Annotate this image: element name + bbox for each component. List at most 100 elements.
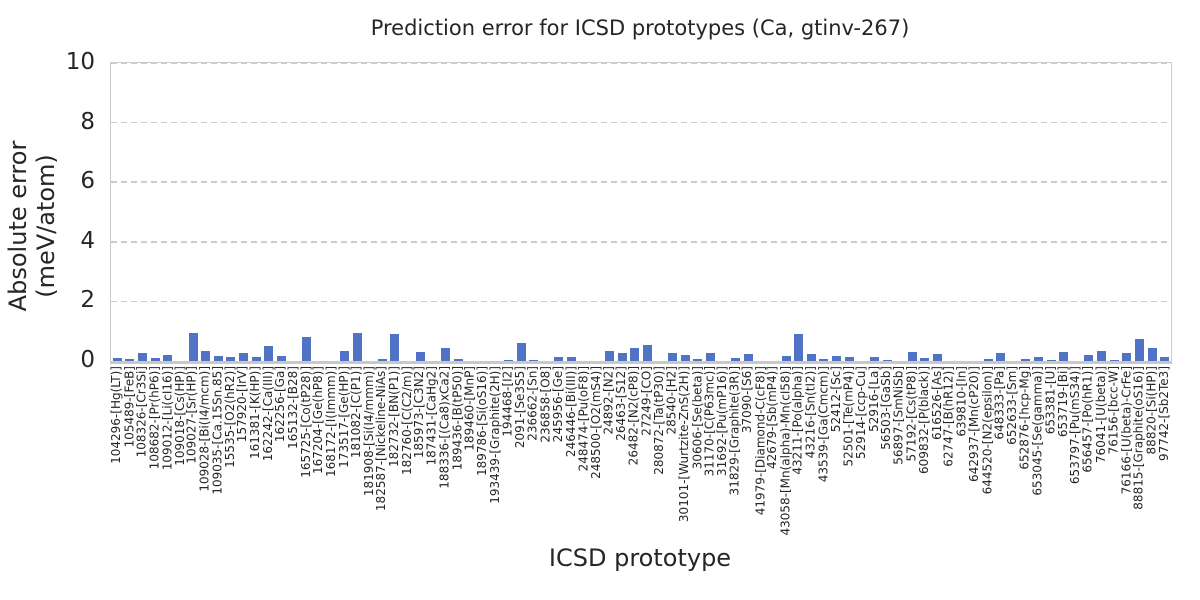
bar-246446-[Bi(III)] [567,356,577,361]
bar-616526-[As] [933,354,943,361]
x-tick-42679-[Sb(mP4)]: 42679-[Sb(mP4)] [765,366,780,470]
plot-area [110,62,1172,364]
bar-189436-[B(tP50)] [453,358,463,361]
x-tick-30101-[Wurtzite-ZnS(2H)]: 30101-[Wurtzite-ZnS(2H)] [677,366,692,523]
bar-15535-[O2(hR2)] [226,356,236,361]
x-tick-653045-[Se(gamma)]: 653045-[Se(gamma)] [1030,366,1045,496]
bar-76041-[U(beta)] [1097,350,1107,361]
y-tick-4: 4 [80,227,95,254]
bar-653045-[Se(gamma)] [1034,357,1043,361]
bar-76156-[bcc-W] [1109,360,1119,361]
bar-182732-[BN(P1)] [390,334,400,361]
x-tick-108326-[Cr3Si]: 108326-[Cr3Si] [134,366,149,458]
x-tick-246446-[Bi(III)]: 246446-[Bi(III)] [563,366,578,458]
gridline-y-10 [111,62,1171,64]
x-tick-188336-[(Ca8)xCa2]: 188336-[(Ca8)xCa2] [437,366,452,489]
x-tick-609832-[P(black)]: 609832-[P(black)] [916,366,931,474]
x-tick-653719-[Bi]: 653719-[Bi] [1055,366,1070,438]
x-tick-280872-[Ta(tP30)]: 280872-[Ta(tP30)] [651,366,666,475]
x-tick-182760-[C(C2/m)]: 182760-[C(C2/m)] [399,366,414,475]
bar-31829-[Graphite(3R)] [731,358,741,361]
x-tick-236858-[O8]: 236858-[O8] [538,366,553,443]
bar-648333-[Pa] [996,352,1006,361]
x-tick-189436-[B(tP50)]: 189436-[B(tP50)] [450,366,465,471]
bar-56503-[GaSb] [882,359,892,361]
bar-88820-[Si(HP)] [1147,347,1157,361]
x-tick-248500-[O2(mS4)]: 248500-[O2(mS4)] [588,366,603,479]
bar-31170-[C(P63mc)] [705,352,715,361]
bar-245956-[Ge] [554,357,564,361]
x-tick-24892-[N2]: 24892-[N2] [601,366,616,435]
x-tick-194468-[I2]: 194468-[I2] [500,366,515,437]
bar-161381-[K(HP)] [251,356,261,361]
chart-title: Prediction error for ICSD prototypes (Ca… [370,16,910,40]
bar-653381-[U] [1046,359,1056,361]
bar-182587-[Nickeline-NiAs] [377,358,387,361]
x-tick-52916-[La]: 52916-[La] [866,366,881,432]
bar-43216-[Sn(tI2)] [806,353,816,361]
x-tick-105489-[FeB]: 105489-[FeB] [121,366,136,448]
bar-30606-[Se(beta)] [693,358,703,361]
x-tick-165132-[B28]: 165132-[B28] [285,366,300,450]
x-tick-76166-[U(beta)-CrFe]: 76166-[U(beta)-CrFe] [1118,366,1133,495]
bar-57192-[Cs(tP8)] [907,352,917,361]
x-tick-653381-[U]: 653381-[U] [1043,366,1058,435]
bar-26463-[S12] [617,352,627,361]
bar-43539-[Ga(Cmcm)] [819,358,829,361]
x-tick-653797-[Pu(mS34)]: 653797-[Pu(mS34)] [1068,366,1083,485]
x-tick-2091-[Se3S5]: 2091-[Se3S5] [513,366,528,449]
gridline-y-8 [111,121,1171,124]
x-tick-109035-[Ca.15Sn.85]: 109035-[Ca.15Sn.85] [210,366,225,495]
bar-162242-[Ca(III)] [264,346,274,361]
bar-162256-[Ga] [276,355,286,361]
x-tick-31692-[Pu(mP16)]: 31692-[Pu(mP16)] [715,366,730,477]
bar-52412-[Sc] [832,356,842,361]
x-tick-162256-[Ga]: 162256-[Ga] [273,366,288,443]
bar-27249-[CO] [642,345,652,361]
x-tick-644520-[N2(epsilon)]: 644520-[N2(epsilon)] [980,366,995,495]
bar-644520-[N2(epsilon)] [983,359,993,361]
bar-109035-[Ca.15Sn.85] [213,355,223,361]
x-tick-173517-[Ge(HP)]: 173517-[Ge(HP)] [336,366,351,468]
x-tick-76156-[bcc-W]: 76156-[bcc-W] [1106,366,1121,455]
x-tick-193439-[Graphite(2H)]: 193439-[Graphite(2H)] [487,366,502,504]
x-tick-52412-[Sc]: 52412-[Sc] [828,366,843,433]
bar-194468-[I2] [504,359,513,361]
x-tick-181908-[Si(I4/mmm)]: 181908-[Si(I4/mmm)] [361,366,376,497]
x-tick-37090-[S6]: 37090-[S6] [740,366,755,434]
gridline-y-6 [111,181,1171,183]
y-tick-8: 8 [80,108,95,135]
y-tick-6: 6 [80,168,95,195]
x-tick-104296-[Hg(LT)]: 104296-[Hg(LT)] [109,366,124,464]
bar-157920-[IrV] [239,353,248,361]
x-tick-76041-[U(beta)]: 76041-[U(beta)] [1093,366,1108,464]
x-tick-182587-[Nickeline-NiAs]: 182587-[Nickeline-NiAs] [374,366,389,512]
x-tick-56503-[GaSb]: 56503-[GaSb] [879,366,894,450]
x-tick-167204-[Ge(hP8)]: 167204-[Ge(hP8)] [311,366,326,475]
bar-43058-[Mn(alpha)-Mn(cI58)] [781,355,791,361]
y-tick-0: 0 [80,347,95,373]
bar-52501-[Te(mP4)] [844,357,854,361]
x-tick-30606-[Se(beta)]: 30606-[Se(beta)] [689,366,704,470]
bar-52916-[La] [869,357,879,361]
bar-652876-[hcp-Mg] [1021,358,1031,361]
bar-653719-[Bi] [1059,352,1069,361]
x-tick-108682-[Pr(hP6)]: 108682-[Pr(hP6)] [147,366,162,470]
x-tick-165725-[Co(tP28)]: 165725-[Co(tP28)] [298,366,313,478]
x-tick-162242-[Ca(III)]: 162242-[Ca(III)] [260,366,275,462]
x-tick-26463-[S12]: 26463-[S12] [614,366,629,441]
y-tick-2: 2 [80,287,95,314]
bar-656457-[Po(hR1)] [1084,354,1094,361]
bar-185973-[C3N2] [415,352,425,361]
bar-97742-[Sb2Te3] [1160,357,1170,361]
bar-109012-[Li(cI16)] [163,355,173,361]
x-tick-43211-[Po(alpha)]: 43211-[Po(alpha)] [790,366,805,475]
x-tick-182732-[BN(P1)]: 182732-[BN(P1)] [386,366,401,467]
x-tick-52914-[ccp-Cu]: 52914-[ccp-Cu] [853,366,868,459]
x-tick-189460-[MnP]: 189460-[MnP] [462,366,477,451]
x-tick-161381-[K(HP)]: 161381-[K(HP)] [248,366,263,459]
bar-37090-[S6] [743,353,753,361]
x-tick-97742-[Sb2Te3]: 97742-[Sb2Te3] [1156,366,1171,462]
x-tick-43216-[Sn(tI2)]: 43216-[Sn(tI2)] [803,366,818,459]
